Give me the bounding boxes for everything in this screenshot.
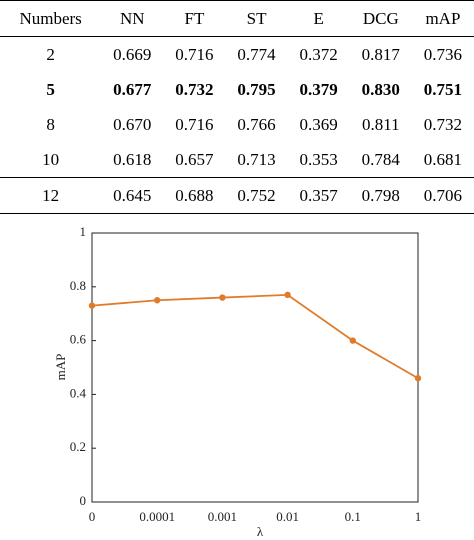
table-cell: 0.369 bbox=[299, 114, 338, 134]
table-cell: 0.795 bbox=[237, 79, 276, 99]
header-cell: NN bbox=[120, 8, 145, 28]
plot-frame bbox=[91, 232, 419, 503]
table-cell: 0.774 bbox=[237, 44, 276, 64]
table-cell: 0.732 bbox=[423, 114, 463, 134]
table-cell: 0.736 bbox=[423, 44, 463, 64]
header-cell: DCG bbox=[362, 8, 399, 28]
y-tick-label: 0.8 bbox=[70, 278, 86, 293]
x-axis-label: λ bbox=[257, 524, 264, 539]
results-table: Numbers NN FT ST E DCG mAP 2 0.669 0.716 0.774 0.3… bbox=[0, 0, 474, 214]
data-point bbox=[414, 375, 422, 382]
header-cell: Numbers bbox=[19, 8, 82, 28]
table-cell: 0.357 bbox=[299, 185, 338, 205]
x-tick-label: 0.1 bbox=[345, 509, 361, 524]
data-point bbox=[154, 297, 161, 304]
data-line bbox=[91, 293, 419, 380]
y-tick-label: 0.4 bbox=[70, 385, 87, 400]
y-tick-label: 0.2 bbox=[70, 439, 86, 454]
table-cell: 0.830 bbox=[361, 79, 400, 99]
table-cell: 0.677 bbox=[113, 79, 152, 99]
table-cell: 0.766 bbox=[237, 114, 276, 134]
table-cell: 10 bbox=[42, 149, 60, 169]
table-body: 2 0.669 0.716 0.774 0.372 0.817 0.736 5 0.677 0.7… bbox=[0, 37, 474, 214]
x-tick-label: 0.0001 bbox=[139, 509, 175, 524]
y-tick-label: 0.6 bbox=[70, 332, 87, 347]
x-tick-label: 1 bbox=[415, 509, 422, 524]
header-row: Numbers NN FT ST E DCG mAP bbox=[0, 0, 474, 37]
table-cell: 0.669 bbox=[113, 44, 152, 64]
data-point bbox=[349, 337, 356, 344]
y-tick-label: 0 bbox=[80, 493, 87, 508]
table-cell: 0.688 bbox=[175, 185, 214, 205]
table-cell: 5 bbox=[46, 79, 55, 99]
table-cell: 0.784 bbox=[361, 149, 400, 169]
table-cell: 8 bbox=[46, 114, 55, 134]
data-point bbox=[284, 291, 291, 299]
header-cell: ST bbox=[246, 8, 267, 28]
table-cell: 2 bbox=[46, 44, 55, 64]
y-tick-label: 1 bbox=[80, 224, 87, 239]
x-tick-label: 0.01 bbox=[276, 509, 299, 524]
data-point bbox=[88, 302, 96, 309]
table-row: 10 0.618 0.657 0.713 0.353 0.784 0.681 bbox=[0, 142, 474, 178]
y-axis-label: mAP bbox=[53, 354, 68, 381]
table-cell: 0.716 bbox=[175, 44, 214, 64]
table-cell: 0.681 bbox=[423, 149, 463, 169]
data-point bbox=[219, 294, 226, 301]
table-cell: 0.751 bbox=[423, 79, 463, 99]
table-cell: 0.716 bbox=[175, 114, 214, 134]
table-cell: 0.811 bbox=[361, 114, 400, 134]
table-cell: 0.706 bbox=[423, 185, 463, 205]
table-cell: 0.732 bbox=[175, 79, 214, 99]
table-cell: 0.353 bbox=[299, 149, 338, 169]
table-row: 12 0.645 0.688 0.752 0.357 0.798 0.706 bbox=[0, 177, 474, 214]
table-cell: 0.817 bbox=[361, 44, 400, 64]
table-cell: 0.713 bbox=[237, 149, 276, 169]
table-cell: 0.798 bbox=[361, 185, 400, 205]
header-cell: FT bbox=[184, 8, 205, 28]
table-cell: 0.752 bbox=[237, 185, 276, 205]
header-cell: mAP bbox=[425, 8, 461, 28]
table-row: 5 0.677 0.732 0.795 0.379 0.830 0.751 bbox=[0, 72, 474, 107]
table-cell: 0.372 bbox=[299, 44, 338, 64]
table-cell: 0.645 bbox=[113, 185, 152, 205]
table-cell: 0.379 bbox=[299, 79, 338, 99]
x-tick-label: 0 bbox=[89, 509, 96, 524]
table-row: 8 0.670 0.716 0.766 0.369 0.811 0.732 bbox=[0, 107, 474, 142]
table-row: 2 0.669 0.716 0.774 0.372 0.817 0.736 bbox=[0, 37, 474, 73]
table-cell: 0.670 bbox=[113, 114, 152, 134]
x-tick-label: 0.001 bbox=[208, 509, 237, 524]
table-cell: 0.618 bbox=[113, 149, 152, 169]
table-cell: 12 bbox=[42, 185, 60, 205]
table-cell: 0.657 bbox=[175, 149, 214, 169]
header-cell: E bbox=[313, 8, 324, 28]
